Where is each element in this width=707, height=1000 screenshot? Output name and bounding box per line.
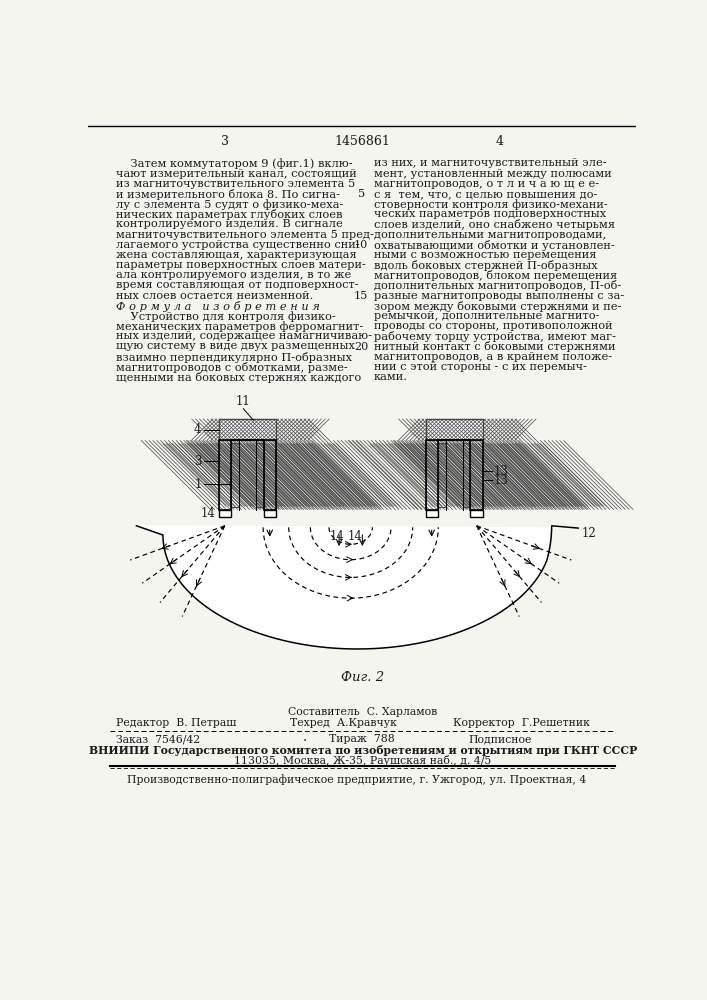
Text: нических параметрах глубоких слоев: нических параметрах глубоких слоев — [115, 209, 342, 220]
Text: ремычкой, дополнительные магнито-: ремычкой, дополнительные магнито- — [373, 311, 599, 321]
Text: 4: 4 — [194, 423, 201, 436]
Text: ВНИИПИ Государственного комитета по изобретениям и открытиям при ГКНТ СССР: ВНИИПИ Государственного комитета по изоб… — [88, 745, 637, 756]
Text: лу с элемента 5 судят о физико-меха-: лу с элемента 5 судят о физико-меха- — [115, 199, 343, 210]
Text: Техред  А.Кравчук: Техред А.Кравчук — [290, 718, 397, 728]
Text: параметры поверхностных слоев матери-: параметры поверхностных слоев матери- — [115, 260, 366, 270]
Text: дополнительными магнитопроводами,: дополнительными магнитопроводами, — [373, 230, 606, 240]
Bar — [426, 440, 438, 510]
Text: ала контролируемого изделия, в то же: ала контролируемого изделия, в то же — [115, 270, 351, 280]
Text: 113035, Москва, Ж-35, Раушская наб., д. 4/5: 113035, Москва, Ж-35, Раушская наб., д. … — [234, 755, 491, 766]
Text: магнитопроводов, а в крайнем положе-: магнитопроводов, а в крайнем положе- — [373, 352, 612, 362]
Text: из магниточувствительного элемента 5: из магниточувствительного элемента 5 — [115, 179, 355, 189]
Bar — [426, 419, 483, 440]
Text: Затем коммутатором 9 (фиг.1) вклю-: Затем коммутатором 9 (фиг.1) вклю- — [115, 158, 352, 169]
Text: жена составляющая, характеризующая: жена составляющая, характеризующая — [115, 250, 356, 260]
Text: 3: 3 — [194, 455, 201, 468]
Text: 20: 20 — [354, 342, 368, 352]
Text: магнитопроводов с обмотками, разме-: магнитопроводов с обмотками, разме- — [115, 362, 347, 373]
Bar — [218, 510, 231, 517]
Text: Устройство для контроля физико-: Устройство для контроля физико- — [115, 311, 335, 322]
Text: 14: 14 — [329, 530, 344, 543]
Text: Заказ  7546/42: Заказ 7546/42 — [115, 734, 200, 744]
Bar — [264, 510, 276, 517]
Bar — [470, 440, 483, 510]
Text: 1: 1 — [194, 478, 201, 491]
Polygon shape — [426, 440, 483, 510]
Text: Производственно-полиграфическое предприятие, г. Ужгород, ул. Проектная, 4: Производственно-полиграфическое предприя… — [127, 774, 586, 785]
Text: взаимно перпендикулярно П-образных: взаимно перпендикулярно П-образных — [115, 352, 351, 363]
Bar — [426, 419, 483, 440]
Text: чают измерительный канал, состоящий: чают измерительный канал, состоящий — [115, 169, 356, 179]
Text: 13: 13 — [493, 474, 508, 487]
Text: Составитель  С. Харламов: Составитель С. Харламов — [288, 707, 438, 717]
Text: ными с возможностью перемещения: ными с возможностью перемещения — [373, 250, 596, 260]
Text: щую систему в виде двух размещенных: щую систему в виде двух размещенных — [115, 341, 354, 351]
Text: контролируемого изделия. В сигнале: контролируемого изделия. В сигнале — [115, 219, 342, 229]
Text: ческих параметров подповерхностных: ческих параметров подповерхностных — [373, 209, 606, 219]
Text: лагаемого устройства существенно сни-: лагаемого устройства существенно сни- — [115, 240, 359, 250]
Text: проводы со стороны, противоположной: проводы со стороны, противоположной — [373, 321, 612, 331]
Text: ·: · — [303, 734, 308, 748]
Text: 5: 5 — [358, 189, 365, 199]
Bar — [264, 440, 276, 510]
Bar — [426, 510, 438, 517]
Text: мент, установленный между полюсами: мент, установленный между полюсами — [373, 169, 612, 179]
Bar — [218, 419, 276, 440]
Text: охватывающими обмотки и установлен-: охватывающими обмотки и установлен- — [373, 240, 614, 251]
Text: Ф о р м у л а   и з о б р е т е н и я: Ф о р м у л а и з о б р е т е н и я — [115, 301, 320, 312]
Text: 13: 13 — [493, 465, 508, 478]
Text: Подписное: Подписное — [468, 734, 532, 744]
Bar — [470, 510, 483, 517]
Text: вдоль боковых стержней П-образных: вдоль боковых стержней П-образных — [373, 260, 597, 271]
Text: Корректор  Г.Решетник: Корректор Г.Решетник — [452, 718, 590, 728]
Polygon shape — [136, 526, 578, 649]
Text: ных изделий, содержащее намагничиваю-: ных изделий, содержащее намагничиваю- — [115, 331, 371, 341]
Text: разные магнитопроводы выполнены с за-: разные магнитопроводы выполнены с за- — [373, 291, 624, 301]
Text: 3: 3 — [221, 135, 229, 148]
Text: Фиг. 2: Фиг. 2 — [341, 671, 385, 684]
Bar — [462, 443, 470, 507]
Text: нии с этой стороны - с их перемыч-: нии с этой стороны - с их перемыч- — [373, 362, 586, 372]
Text: 11: 11 — [236, 395, 251, 408]
Text: и измерительного блока 8. По сигна-: и измерительного блока 8. По сигна- — [115, 189, 339, 200]
Bar — [438, 443, 445, 507]
Text: щенными на боковых стержнях каждого: щенными на боковых стержнях каждого — [115, 372, 361, 383]
Text: магнитопроводов, блоком перемещения: магнитопроводов, блоком перемещения — [373, 270, 617, 281]
Text: магниточувствительного элемента 5 пред-: магниточувствительного элемента 5 пред- — [115, 230, 373, 240]
Text: время составляющая от подповерхност-: время составляющая от подповерхност- — [115, 280, 358, 290]
Text: стоверности контроля физико-механи-: стоверности контроля физико-механи- — [373, 199, 607, 210]
Text: ных слоев остается неизменной.: ных слоев остается неизменной. — [115, 291, 313, 301]
Text: механических параметров ферромагнит-: механических параметров ферромагнит- — [115, 321, 363, 332]
Text: 15: 15 — [354, 291, 368, 301]
Text: из них, и магниточувствительный эле-: из них, и магниточувствительный эле- — [373, 158, 606, 168]
Text: с я  тем, что, с целью повышения до-: с я тем, что, с целью повышения до- — [373, 189, 597, 199]
Polygon shape — [218, 440, 276, 510]
Text: нитный контакт с боковыми стержнями: нитный контакт с боковыми стержнями — [373, 341, 615, 352]
Text: магнитопроводов, о т л и ч а ю щ е е-: магнитопроводов, о т л и ч а ю щ е е- — [373, 179, 599, 189]
Text: слоев изделий, оно снабжено четырьмя: слоев изделий, оно снабжено четырьмя — [373, 219, 614, 230]
Text: 4: 4 — [495, 135, 503, 148]
Bar — [231, 443, 239, 507]
Bar — [218, 440, 231, 510]
Text: 10: 10 — [354, 240, 368, 250]
Text: 1456861: 1456861 — [335, 135, 391, 148]
Text: зором между боковыми стержнями и пе-: зором между боковыми стержнями и пе- — [373, 301, 621, 312]
Text: 14: 14 — [200, 507, 215, 520]
Text: Тираж  788: Тираж 788 — [329, 734, 395, 744]
Text: Редактор  В. Петраш: Редактор В. Петраш — [115, 718, 236, 728]
Bar — [218, 419, 276, 440]
Text: рабочему торцу устройства, имеют маг-: рабочему торцу устройства, имеют маг- — [373, 331, 616, 342]
Text: дополнительных магнитопроводов, П-об-: дополнительных магнитопроводов, П-об- — [373, 280, 621, 291]
Text: ками.: ками. — [373, 372, 407, 382]
Bar — [256, 443, 264, 507]
Text: 12: 12 — [582, 527, 597, 540]
Text: 14: 14 — [347, 530, 362, 543]
